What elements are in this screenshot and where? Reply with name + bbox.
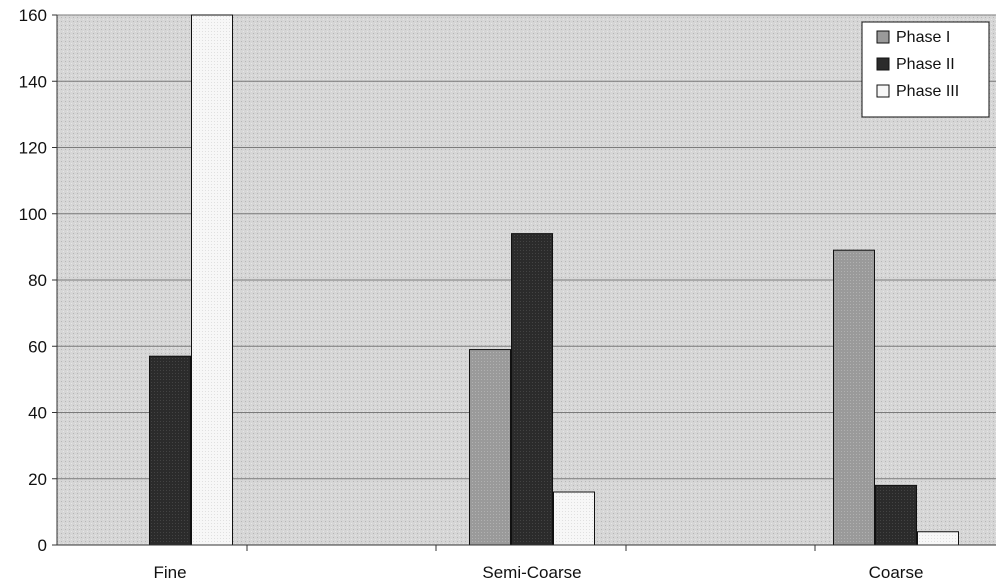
bar-texture	[470, 350, 510, 544]
y-axis-ticks: 0 20 40 60 80 100 120 140 160	[19, 6, 57, 555]
legend-label: Phase III	[896, 83, 959, 100]
x-axis-ticks: Fine Semi-Coarse Coarse	[153, 545, 923, 582]
x-tick-label: Semi-Coarse	[482, 563, 581, 582]
bars	[149, 14, 959, 546]
y-tick-label: 100	[19, 205, 47, 224]
legend: Phase I Phase II Phase III	[861, 21, 990, 118]
bar-texture	[554, 493, 594, 544]
x-tick-label: Fine	[153, 563, 186, 582]
y-tick-label: 60	[28, 337, 47, 356]
y-tick-label: 80	[28, 271, 47, 290]
y-tick-label: 40	[28, 404, 47, 423]
y-tick-label: 20	[28, 470, 47, 489]
legend-label: Phase II	[896, 56, 955, 73]
bar-texture	[876, 486, 916, 544]
y-tick-label: 140	[19, 72, 47, 91]
y-tick-label: 0	[38, 536, 47, 555]
y-tick-label: 160	[19, 6, 47, 25]
legend-swatch	[876, 30, 890, 44]
x-tick-label: Coarse	[869, 563, 924, 582]
legend-swatch	[876, 57, 890, 71]
legend-swatch	[876, 84, 890, 98]
bar-texture	[512, 234, 552, 544]
bar-texture	[834, 251, 874, 544]
bar-texture	[192, 16, 232, 544]
legend-label: Phase I	[896, 29, 950, 46]
bar-texture	[918, 532, 958, 544]
y-tick-label: 120	[19, 139, 47, 158]
bar-texture	[150, 357, 190, 544]
